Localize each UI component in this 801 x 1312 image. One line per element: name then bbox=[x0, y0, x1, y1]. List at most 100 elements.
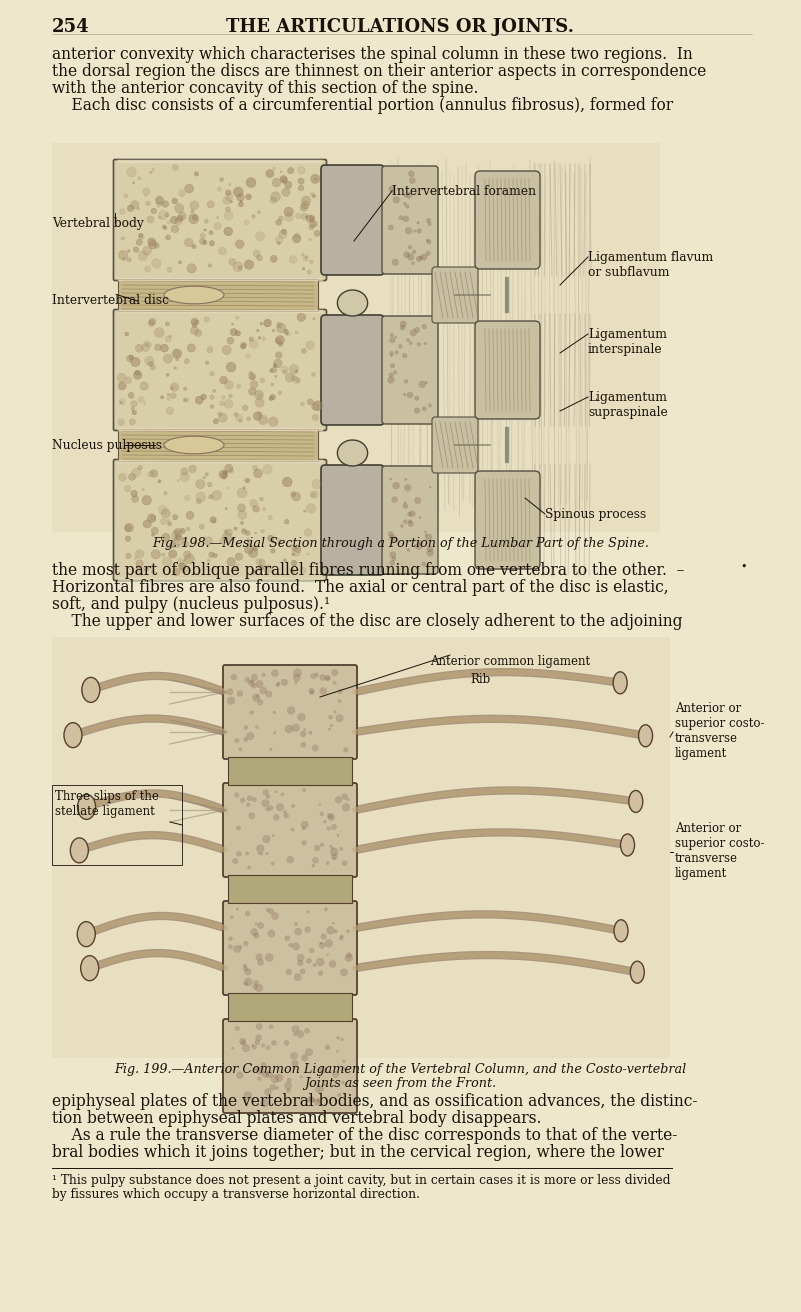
Circle shape bbox=[207, 483, 212, 487]
Circle shape bbox=[329, 960, 336, 967]
Circle shape bbox=[268, 417, 278, 426]
Text: Three slips of the
stellate ligament: Three slips of the stellate ligament bbox=[55, 790, 159, 817]
Circle shape bbox=[243, 1044, 250, 1052]
Circle shape bbox=[320, 674, 326, 681]
Circle shape bbox=[231, 674, 237, 680]
Circle shape bbox=[340, 1038, 344, 1040]
Circle shape bbox=[180, 472, 189, 482]
Circle shape bbox=[300, 403, 304, 405]
Circle shape bbox=[291, 569, 296, 573]
Circle shape bbox=[185, 554, 195, 564]
Circle shape bbox=[238, 510, 247, 520]
Circle shape bbox=[295, 928, 302, 935]
Text: epiphyseal plates of the vertebral bodies, and as ossification advances, the dis: epiphyseal plates of the vertebral bodie… bbox=[52, 1093, 698, 1110]
Circle shape bbox=[241, 1040, 245, 1046]
Circle shape bbox=[262, 337, 266, 341]
Circle shape bbox=[147, 471, 153, 478]
Circle shape bbox=[304, 256, 308, 261]
Circle shape bbox=[157, 202, 162, 207]
Circle shape bbox=[177, 544, 179, 547]
Circle shape bbox=[123, 257, 126, 261]
Circle shape bbox=[291, 492, 296, 497]
Circle shape bbox=[314, 1099, 320, 1106]
Circle shape bbox=[302, 195, 311, 205]
Circle shape bbox=[179, 563, 186, 569]
Circle shape bbox=[273, 711, 276, 714]
Ellipse shape bbox=[629, 790, 643, 812]
Circle shape bbox=[210, 405, 214, 408]
Circle shape bbox=[272, 834, 274, 837]
Circle shape bbox=[227, 487, 230, 489]
Circle shape bbox=[315, 178, 317, 181]
Circle shape bbox=[274, 359, 282, 367]
Circle shape bbox=[303, 268, 305, 270]
Circle shape bbox=[405, 205, 409, 209]
Circle shape bbox=[248, 373, 256, 380]
Circle shape bbox=[279, 231, 287, 239]
Circle shape bbox=[417, 541, 422, 546]
Circle shape bbox=[240, 201, 242, 202]
Circle shape bbox=[268, 535, 274, 542]
Circle shape bbox=[219, 247, 227, 255]
Circle shape bbox=[256, 1023, 262, 1030]
Text: Spinous process: Spinous process bbox=[545, 508, 646, 521]
Circle shape bbox=[276, 236, 283, 244]
Circle shape bbox=[135, 370, 140, 375]
Circle shape bbox=[247, 732, 254, 740]
Circle shape bbox=[219, 538, 225, 543]
Circle shape bbox=[260, 378, 264, 383]
Circle shape bbox=[242, 405, 248, 411]
Circle shape bbox=[236, 1072, 244, 1078]
Circle shape bbox=[337, 834, 339, 836]
Circle shape bbox=[254, 468, 263, 478]
Circle shape bbox=[143, 520, 151, 527]
Circle shape bbox=[195, 172, 199, 176]
FancyBboxPatch shape bbox=[114, 160, 327, 281]
Circle shape bbox=[255, 398, 264, 407]
Text: bral bodies which it joins together; but in the cervical region, where the lower: bral bodies which it joins together; but… bbox=[52, 1144, 664, 1161]
Circle shape bbox=[414, 327, 420, 332]
Circle shape bbox=[128, 392, 134, 399]
Circle shape bbox=[266, 169, 274, 177]
Circle shape bbox=[223, 533, 232, 542]
Circle shape bbox=[341, 1081, 344, 1084]
Circle shape bbox=[154, 243, 159, 248]
Circle shape bbox=[226, 529, 232, 535]
Circle shape bbox=[235, 316, 239, 319]
Circle shape bbox=[259, 416, 268, 425]
Circle shape bbox=[256, 726, 259, 728]
Ellipse shape bbox=[614, 920, 628, 942]
Circle shape bbox=[292, 235, 301, 243]
Circle shape bbox=[281, 366, 288, 373]
Circle shape bbox=[185, 495, 191, 501]
Circle shape bbox=[229, 395, 232, 398]
Circle shape bbox=[307, 911, 310, 913]
Circle shape bbox=[249, 548, 258, 558]
Circle shape bbox=[143, 403, 146, 404]
Text: anterior convexity which characterises the spinal column in these two regions.  : anterior convexity which characterises t… bbox=[52, 46, 693, 63]
Circle shape bbox=[284, 520, 289, 523]
Circle shape bbox=[289, 365, 299, 374]
Circle shape bbox=[160, 344, 168, 352]
Circle shape bbox=[258, 394, 262, 398]
Circle shape bbox=[225, 380, 234, 390]
Circle shape bbox=[294, 669, 302, 677]
Circle shape bbox=[119, 382, 127, 390]
Circle shape bbox=[268, 806, 273, 811]
Circle shape bbox=[390, 560, 395, 565]
Circle shape bbox=[125, 332, 129, 336]
Text: by fissures which occupy a transverse horizontal direction.: by fissures which occupy a transverse ho… bbox=[52, 1187, 420, 1200]
Circle shape bbox=[117, 374, 126, 382]
Circle shape bbox=[138, 396, 144, 403]
Text: Ligamentum
interspinale: Ligamentum interspinale bbox=[588, 328, 667, 356]
Text: Fig. 199.—Anterior Common Ligament of the Vertebral Column, and the Costo-verteb: Fig. 199.—Anterior Common Ligament of th… bbox=[115, 1063, 686, 1076]
Circle shape bbox=[219, 413, 227, 422]
Circle shape bbox=[284, 213, 293, 222]
Circle shape bbox=[207, 346, 213, 353]
Circle shape bbox=[200, 234, 205, 237]
Circle shape bbox=[256, 695, 259, 698]
Circle shape bbox=[159, 505, 167, 514]
Circle shape bbox=[165, 213, 169, 216]
Circle shape bbox=[235, 792, 239, 798]
Circle shape bbox=[184, 358, 189, 363]
